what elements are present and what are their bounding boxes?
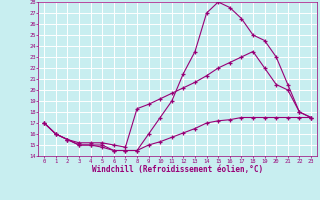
- X-axis label: Windchill (Refroidissement éolien,°C): Windchill (Refroidissement éolien,°C): [92, 165, 263, 174]
